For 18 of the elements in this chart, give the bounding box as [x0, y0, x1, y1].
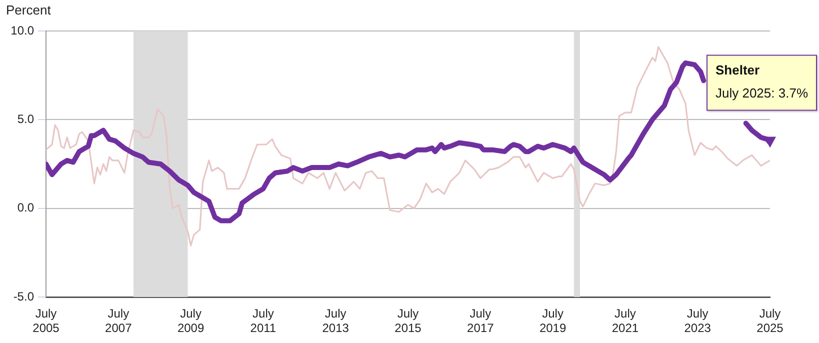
- y-tick-label: 10.0: [10, 23, 34, 38]
- y-tick-label: 5.0: [17, 112, 34, 126]
- x-tick-label: July 2009: [177, 306, 204, 335]
- x-tick-label: July 2019: [539, 306, 566, 335]
- annotation: July 2025: 3.7%: [715, 85, 808, 100]
- series-label: Shelter: [715, 62, 760, 78]
- y-tick-label: 0.0: [17, 200, 34, 215]
- x-tick-label: July 2025: [756, 306, 784, 335]
- x-tick-label: July 2005: [32, 306, 60, 335]
- y-axis-title: Percent: [6, 2, 52, 18]
- x-tick-label: July 2013: [322, 306, 350, 335]
- x-tick-label: July 2011: [250, 306, 276, 335]
- x-tick-label: July 2023: [684, 306, 712, 335]
- x-tick-label: July 2015: [394, 306, 422, 335]
- x-tick-label: July 2017: [467, 306, 494, 335]
- x-tick-label: July 2007: [105, 306, 132, 335]
- y-tick-label: -5.0: [13, 289, 34, 304]
- x-tick-label: July 2021: [612, 306, 639, 335]
